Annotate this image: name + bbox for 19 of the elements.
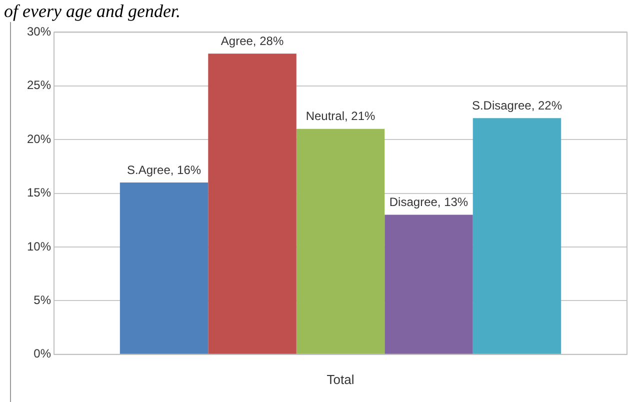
data-label: Neutral, 21% <box>306 109 376 124</box>
bar <box>208 54 296 354</box>
data-label: Agree, 28% <box>220 34 284 48</box>
bar <box>120 182 208 354</box>
text: of every age and gender. <box>4 1 180 21</box>
data-label: S.Disagree, 22% <box>472 98 562 112</box>
y-tick-label: 20% <box>26 132 52 146</box>
data-label: S.Agree, 16% <box>127 162 202 177</box>
data-label: Disagree, 13% <box>389 195 468 210</box>
y-tick-label: 30% <box>26 24 52 39</box>
y-tick-label: 25% <box>26 78 52 92</box>
bar <box>472 118 562 354</box>
bar <box>296 128 385 354</box>
y-tick-label: 15% <box>26 186 52 200</box>
bar <box>384 214 473 354</box>
x-tick-label: Total <box>326 372 354 387</box>
y-tick-label: 5% <box>34 293 52 308</box>
y-tick-label: 0% <box>34 346 52 361</box>
y-tick-label: 10% <box>26 239 52 254</box>
